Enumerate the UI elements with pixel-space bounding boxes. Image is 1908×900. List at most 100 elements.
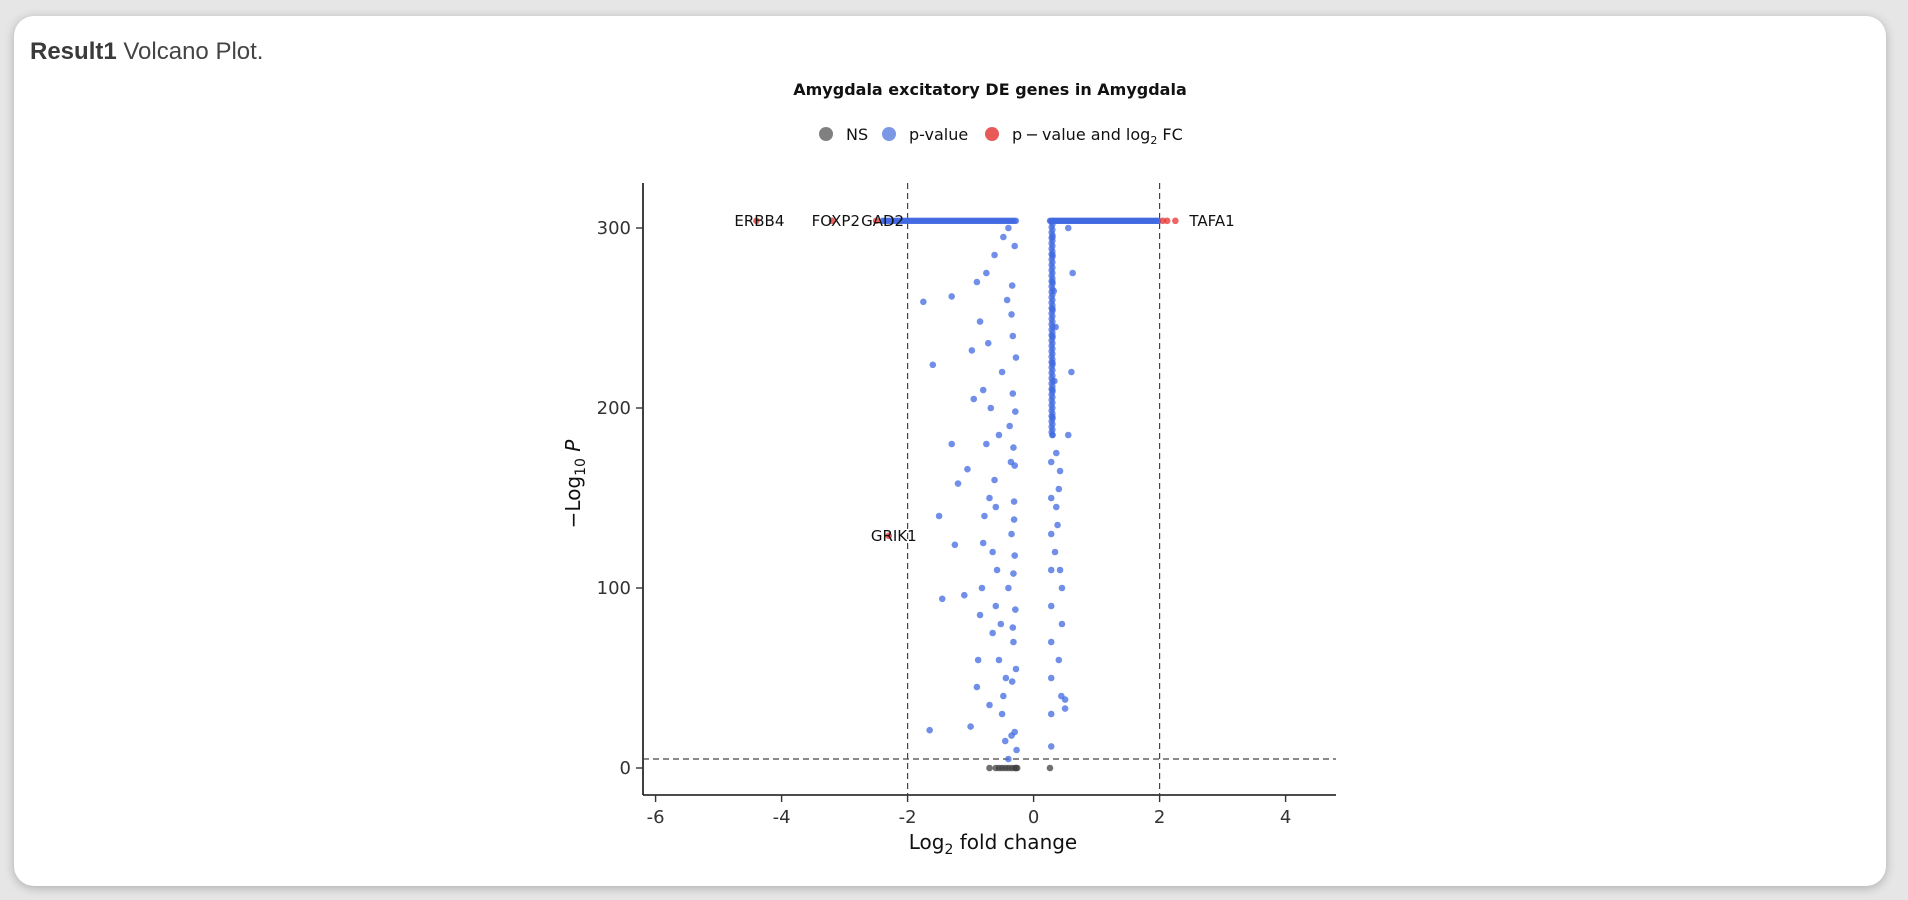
- y-tick-label: 300: [597, 218, 631, 239]
- pvalue-point: [1058, 620, 1066, 628]
- pvalue-point: [1052, 449, 1060, 457]
- pvalue-point: [1008, 282, 1016, 289]
- pvalue-point: [929, 361, 937, 369]
- pvalue-point: [1049, 359, 1056, 367]
- pvalue-point: [1056, 566, 1064, 574]
- pvalue-point: [989, 548, 996, 556]
- pvalue-point: [986, 701, 993, 709]
- legend-label-ns: NS: [846, 125, 868, 144]
- pvalue-point: [993, 566, 1001, 574]
- pvalue-fc-point: [1163, 217, 1171, 225]
- pvalue-point: [1001, 737, 1009, 745]
- pvalue-point: [997, 620, 1005, 628]
- pvalue-point: [1005, 224, 1012, 232]
- ns-point: [1046, 764, 1054, 772]
- pvalue-point: [991, 251, 998, 259]
- pvalue-point: [1054, 521, 1061, 529]
- ns-point: [1013, 764, 1021, 772]
- pvalue-point: [1052, 503, 1060, 511]
- pvalue-fc-point: [1172, 217, 1179, 225]
- ns-point: [986, 764, 993, 772]
- pvalue-point: [992, 503, 1000, 511]
- pvalue-point: [1000, 233, 1007, 241]
- pvalue-point: [1068, 368, 1075, 376]
- pvalue-point: [1058, 584, 1066, 592]
- pvalue-point: [1052, 323, 1059, 331]
- pvalue-point: [991, 476, 998, 484]
- pvalue-point: [1047, 566, 1055, 574]
- pvalue-fc-point: [872, 217, 880, 225]
- pvalue-point: [983, 440, 990, 448]
- pvalue-point: [973, 683, 981, 691]
- pvalue-point: [970, 395, 978, 403]
- pvalue-fc-point: [828, 217, 836, 225]
- legend-suffix: FC: [1157, 125, 1182, 144]
- pvalue-point: [1047, 710, 1055, 718]
- pvalue-point: [974, 656, 982, 664]
- pvalue-point: [951, 541, 959, 549]
- x-tick-label: 2: [1154, 807, 1165, 828]
- pvalue-point: [1051, 377, 1058, 385]
- gene-label-grik1: GRIK1: [871, 527, 917, 545]
- pvalue-fc-point: [885, 532, 892, 540]
- pvalue-point: [1008, 678, 1016, 685]
- pvalue-point: [979, 386, 987, 394]
- pvalue-point: [1055, 656, 1063, 664]
- pvalue-point: [1010, 516, 1018, 523]
- pvalue-point: [1011, 552, 1018, 559]
- caption-text: Volcano Plot.: [116, 38, 264, 65]
- legend-label-pfc: p − value and log2 FC: [1012, 125, 1183, 147]
- pvalue-point: [1012, 408, 1019, 415]
- pvalue-point: [935, 512, 943, 520]
- pvalue-point: [1010, 570, 1017, 577]
- pvalue-point: [961, 591, 968, 599]
- legend-item-ns: NS: [819, 125, 868, 144]
- pvalue-point: [979, 539, 987, 547]
- pvalue-point: [1048, 218, 1055, 225]
- pvalue-point: [948, 293, 955, 300]
- result-card: Result1 Volcano Plot.: [14, 16, 1886, 886]
- pvalue-point: [973, 278, 981, 286]
- pvalue-point: [1006, 422, 1013, 430]
- pvalue-point: [1049, 431, 1056, 439]
- pvalue-point: [964, 465, 971, 473]
- pvalue-point: [1049, 386, 1056, 394]
- pvalue-point: [1047, 458, 1055, 466]
- pvalue-point: [1047, 638, 1055, 646]
- pvalue-point: [1010, 444, 1017, 451]
- pvalue-point: [976, 318, 984, 325]
- pvalue-point: [938, 595, 946, 603]
- pvalue-point: [1061, 705, 1069, 712]
- x-tick-label: 4: [1280, 807, 1291, 828]
- y-tick-label: 0: [620, 758, 631, 779]
- pvalue-point: [1049, 332, 1056, 340]
- pvalue-point: [1010, 638, 1017, 646]
- pvalue-point: [1009, 332, 1017, 340]
- pvalue-point: [1005, 584, 1012, 592]
- pvalue-point: [1008, 530, 1015, 538]
- pvalue-point: [1047, 674, 1055, 682]
- pvalue-point: [1003, 296, 1011, 304]
- pvalue-point: [1047, 602, 1055, 610]
- pvalue-point: [983, 269, 990, 277]
- chart-title: Amygdala excitatory DE genes in Amygdala: [793, 80, 1187, 99]
- pvalue-point: [920, 298, 927, 306]
- pvalue-point: [1009, 624, 1017, 631]
- pvalue-point: [984, 339, 992, 347]
- y-tick-label: 200: [597, 398, 631, 419]
- pvalue-point: [967, 723, 974, 730]
- pvalue-point: [995, 431, 1003, 439]
- legend-marker-ns: [819, 127, 833, 141]
- pvalue-point: [1009, 390, 1017, 397]
- pvalue-point: [1064, 224, 1072, 232]
- pvalue-point: [1012, 354, 1020, 361]
- pvalue-point: [1051, 548, 1059, 556]
- pvalue-fc-point: [753, 217, 760, 225]
- gene-label-erbb4: ERBB4: [734, 212, 784, 230]
- legend-subscript: 2: [1150, 134, 1157, 147]
- x-axis-title: Log2 fold change: [909, 830, 1078, 858]
- pvalue-point: [1050, 287, 1058, 295]
- x-axis-title-subscript: 2: [944, 842, 953, 858]
- x-tick-label: -2: [899, 807, 917, 828]
- pvalue-point: [1049, 413, 1056, 421]
